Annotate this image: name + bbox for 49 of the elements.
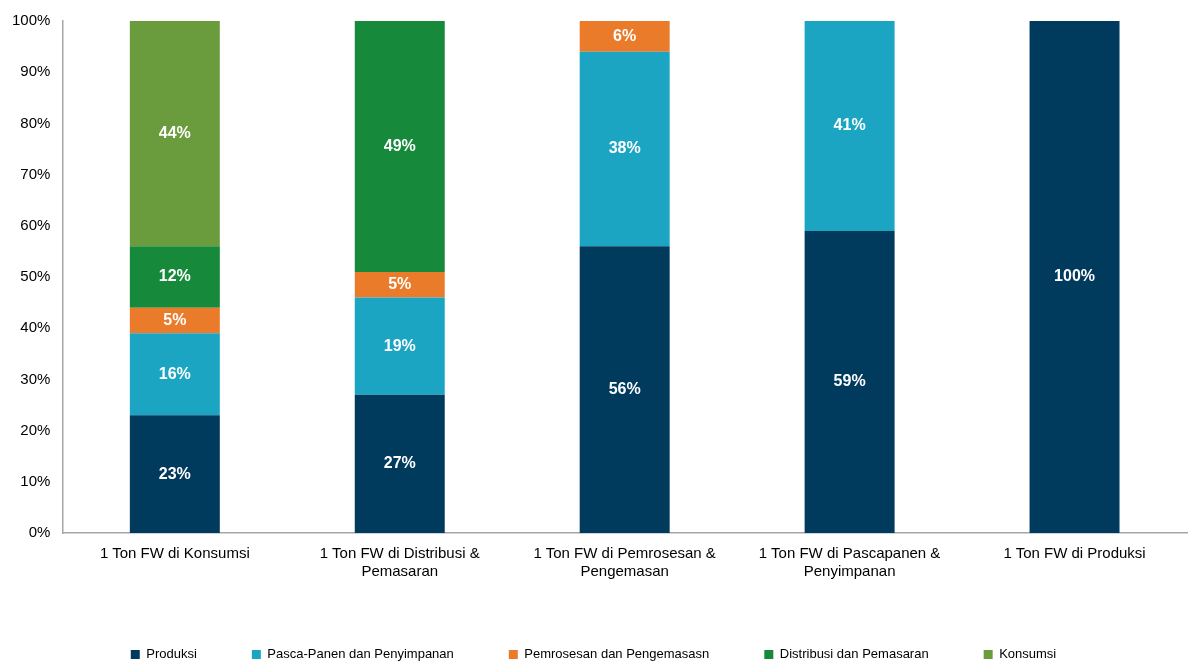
legend-label: Pasca-Panen dan Penyimpanan	[267, 646, 454, 662]
bar	[579, 21, 670, 52]
data-label: 16%	[158, 364, 191, 382]
bar	[129, 415, 220, 533]
data-label: 23%	[158, 464, 191, 482]
data-label: 41%	[833, 116, 866, 134]
data-label: 56%	[608, 380, 641, 398]
data-label: 6%	[613, 26, 637, 44]
y-tick-label: 80%	[20, 113, 51, 131]
y-tick-label: 30%	[20, 369, 51, 387]
bar	[354, 394, 445, 533]
x-tick-label: 1 Ton FW di Konsumsi	[99, 544, 250, 562]
data-label: 38%	[608, 139, 641, 157]
x-tick-label: 1 Ton FW di Distribusi & Pemasaran	[319, 544, 480, 580]
legend-label: Konsumsi	[999, 646, 1057, 662]
bar	[354, 21, 445, 272]
bar	[804, 21, 895, 231]
y-tick-label: 20%	[20, 420, 51, 438]
y-tick-label: 40%	[20, 318, 51, 336]
y-tick-label: 10%	[20, 471, 51, 489]
y-tick-label: 100%	[11, 11, 51, 29]
y-tick-label: 0%	[28, 523, 51, 541]
bar	[579, 51, 670, 247]
x-tick-label: 1 Ton FW di Produksi	[1003, 544, 1146, 562]
data-label: 12%	[158, 267, 191, 285]
data-label: 49%	[383, 136, 416, 154]
x-tick-label: 1 Ton FW di Pemrosesan & Pengemasan	[533, 544, 716, 580]
bar	[129, 21, 220, 247]
bar	[804, 230, 895, 533]
data-label: 59%	[833, 372, 866, 390]
y-tick-label: 50%	[20, 267, 51, 285]
legend-label: Distribusi dan Pemasaran	[779, 646, 929, 662]
data-label: 27%	[383, 454, 416, 472]
bar	[129, 333, 220, 416]
x-tick-label: 1 Ton FW di Pascapanen & Penyimpanan	[758, 544, 941, 580]
y-tick-label: 60%	[20, 215, 51, 233]
data-label: 19%	[383, 336, 416, 354]
data-label: 5%	[388, 275, 412, 293]
y-tick-label: 90%	[20, 62, 51, 80]
data-label: 100%	[1054, 267, 1095, 285]
bar	[129, 246, 220, 308]
bar	[579, 246, 670, 533]
bar	[354, 297, 445, 395]
bar	[1029, 21, 1120, 533]
data-label: 5%	[163, 310, 187, 328]
data-label: 44%	[158, 124, 191, 142]
y-tick-label: 70%	[20, 164, 51, 182]
legend-label: Produksi	[146, 646, 197, 662]
legend-label: Pemrosesan dan Pengemasasn	[524, 646, 710, 662]
